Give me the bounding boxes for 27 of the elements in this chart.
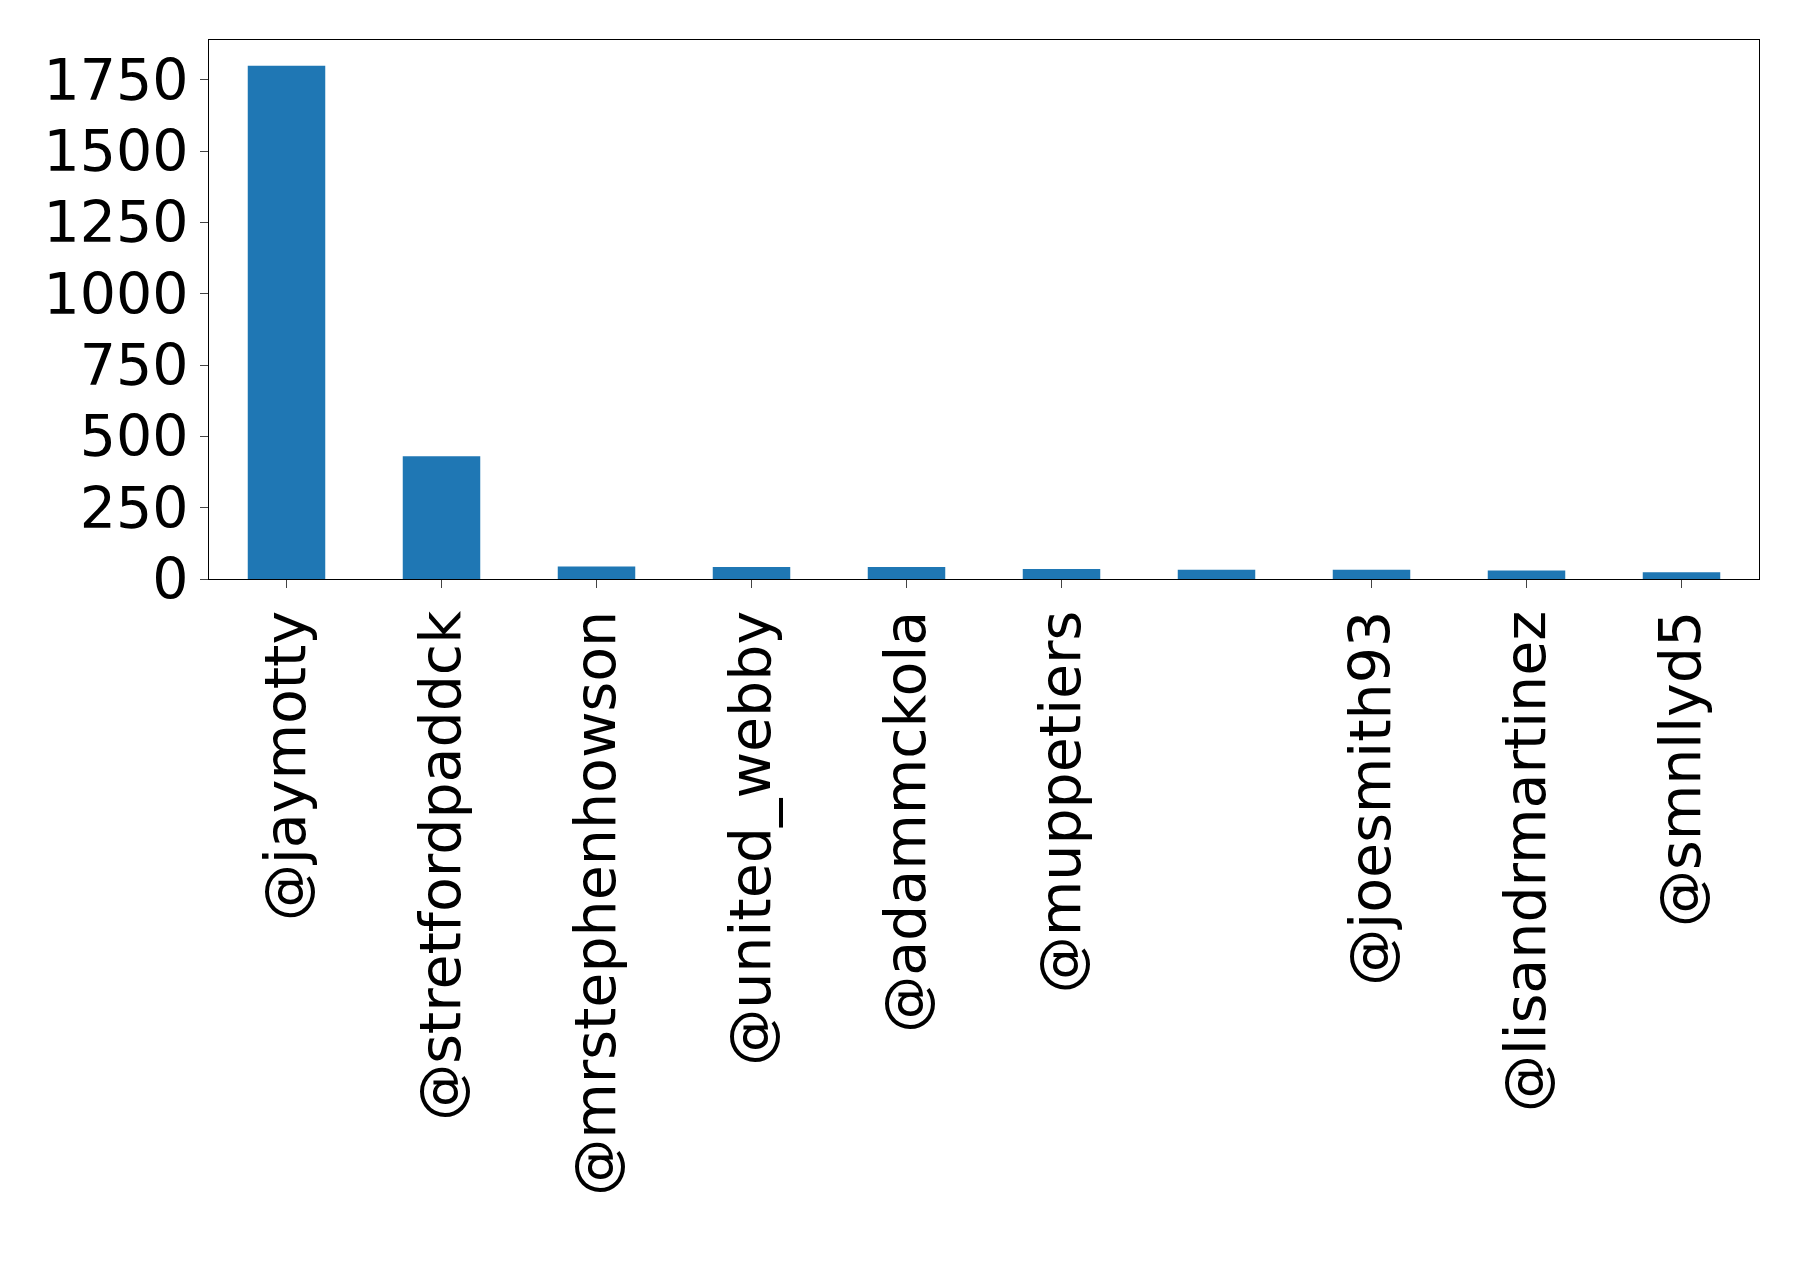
y-tick-label: 0 <box>152 545 189 612</box>
x-tick-label: @joesmith93 <box>1337 610 1404 986</box>
bar <box>867 567 946 579</box>
bar <box>402 456 481 579</box>
bar <box>1487 570 1566 579</box>
bar <box>557 566 636 579</box>
x-tick-label: @jaymotty <box>252 610 319 922</box>
y-tick-label: 1250 <box>43 189 189 256</box>
bar <box>1177 569 1256 579</box>
y-tick-label: 250 <box>79 474 189 541</box>
bar <box>1022 569 1101 579</box>
y-tick-label: 1000 <box>43 260 189 327</box>
bar <box>1332 569 1411 579</box>
x-tick-label: @lisandrmartinez <box>1492 610 1559 1113</box>
x-tick-label: @muppetiers <box>1027 610 1094 994</box>
x-tick-label: @mrstephenhowson <box>562 610 629 1196</box>
y-tick-label: 750 <box>79 332 189 399</box>
bar <box>712 567 791 579</box>
y-tick-label: 1500 <box>43 118 189 185</box>
x-tick-label: @smnllyd5 <box>1647 610 1714 927</box>
y-tick-label: 1750 <box>43 46 189 113</box>
x-tick-label: @stretfordpaddck <box>407 610 474 1121</box>
x-tick-label: @united_webby <box>717 610 784 1066</box>
bar <box>1642 572 1721 579</box>
x-tick-label: @adammckola <box>872 610 939 1033</box>
bar <box>247 65 326 579</box>
y-tick-label: 500 <box>79 403 189 470</box>
